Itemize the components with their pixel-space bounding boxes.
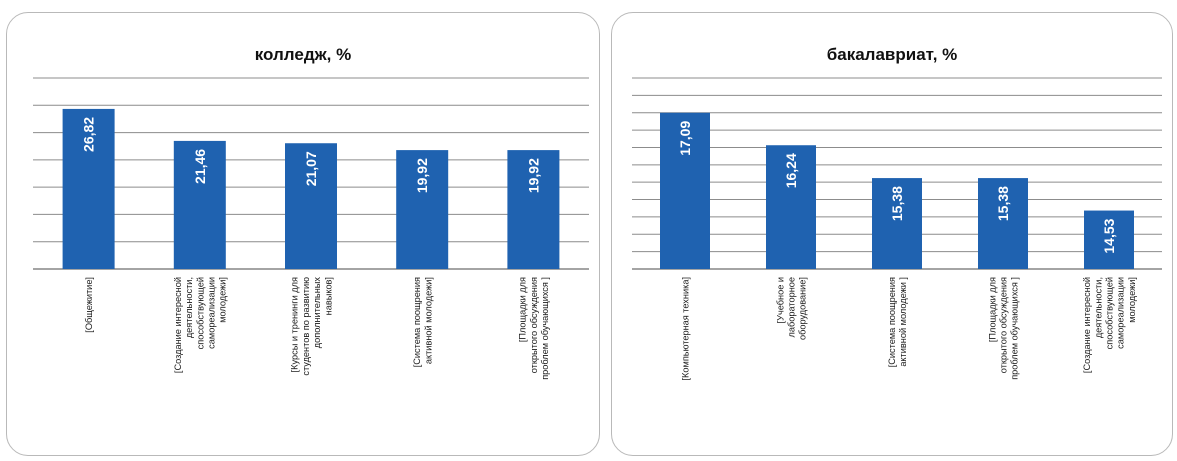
category-label-line: лабораторное — [787, 277, 797, 337]
category-label-line: деятельности, — [184, 277, 194, 338]
category-label-line: деятельности, — [1093, 277, 1103, 338]
category-label-line: открытого обсуждения — [529, 277, 539, 373]
college-chart: 26,82 [Общежитие] 21,46 [Создание интересно… — [33, 77, 589, 380]
bar — [660, 112, 710, 270]
category-label-line: [Площадки для — [518, 277, 528, 342]
value-label: 21,46 — [192, 149, 208, 184]
category-label: [Система поощрения активной молодежи] — [412, 277, 433, 367]
bar — [285, 143, 337, 269]
chart-title: бакалавриат, % — [826, 45, 958, 64]
category-label-line: активной молодежи ] — [898, 277, 908, 367]
value-label: 15,38 — [889, 186, 905, 221]
category-label: [Площадки для открытого обсуждения проблем… — [987, 277, 1019, 380]
category-label-line: открытого обсуждения — [999, 277, 1009, 373]
category-label-line: [Компьютерная техника] — [681, 277, 691, 381]
category-label-line: [Создание интересной — [173, 277, 183, 373]
category-label-line: студентов по развитию — [301, 277, 311, 376]
category-label-line: способствующей — [1105, 277, 1115, 349]
category-label: [Учебное и лабораторное оборудование] — [775, 277, 807, 340]
category-label-line: самореализации — [1116, 277, 1126, 349]
category-label: [Компьютерная техника] — [681, 277, 691, 381]
value-label: 17,09 — [677, 121, 693, 156]
category-label-line: [Площадки для — [987, 277, 997, 342]
category-label-line: проблем обучающихся ] — [540, 277, 550, 380]
bar — [173, 140, 226, 269]
category-label-line: [Общежитие] — [84, 277, 94, 333]
value-label: 19,92 — [525, 158, 541, 193]
value-label: 15,38 — [995, 186, 1011, 221]
value-label: 21,07 — [303, 151, 319, 186]
category-label: [Создание интересной деятельности, способс… — [173, 277, 228, 373]
chart-title: колледж, % — [254, 45, 352, 64]
bar — [978, 178, 1028, 269]
bar — [766, 145, 816, 269]
category-label-line: [Система поощрения — [887, 277, 897, 367]
category-label-line: дополнительных — [312, 277, 322, 349]
category-label: [Создание интересной деятельности, способс… — [1082, 277, 1137, 373]
category-label-line: проблем обучающихся ] — [1010, 277, 1020, 380]
category-label-line: молодежи] — [1127, 277, 1137, 323]
category-label-line: оборудование] — [798, 277, 808, 340]
category-label-line: [Учебное и — [775, 277, 785, 323]
category-label: [Система поощрения активной молодежи ] — [887, 277, 908, 367]
bachelor-chart: 17,09 [Компьютерная техника] 16,24 [Учебное… — [632, 77, 1162, 381]
college-chart-panel: колледж, % 26,82 [Общежитие] 21,46 [Создани… — [6, 12, 600, 456]
value-label: 19,92 — [414, 158, 430, 193]
bar — [1084, 210, 1134, 269]
category-label-line: [Курсы и тренинги для — [290, 277, 300, 372]
category-label-line: [Система поощрения — [412, 277, 422, 367]
category-label-line: навыков] — [323, 277, 333, 315]
bar — [396, 150, 449, 269]
value-label: 26,82 — [81, 117, 97, 152]
category-label: [Площадки для открытого обсуждения проблем… — [518, 277, 550, 380]
category-label-line: активной молодежи] — [423, 277, 433, 364]
bar — [507, 150, 560, 269]
value-label: 14,53 — [1101, 218, 1117, 253]
bachelor-chart-panel: бакалавриат, % 17,09 [Компьютерная техник… — [611, 12, 1173, 456]
bar — [872, 178, 922, 269]
bar — [62, 108, 115, 269]
category-label-line: [Создание интересной — [1082, 277, 1092, 373]
category-label-line: самореализации — [207, 277, 217, 349]
category-label-line: способствующей — [195, 277, 205, 349]
category-label: [Общежитие] — [84, 277, 94, 333]
category-label-line: молодежи] — [218, 277, 228, 323]
category-label: [Курсы и тренинги для студентов по развит… — [290, 277, 334, 376]
value-label: 16,24 — [783, 153, 799, 188]
